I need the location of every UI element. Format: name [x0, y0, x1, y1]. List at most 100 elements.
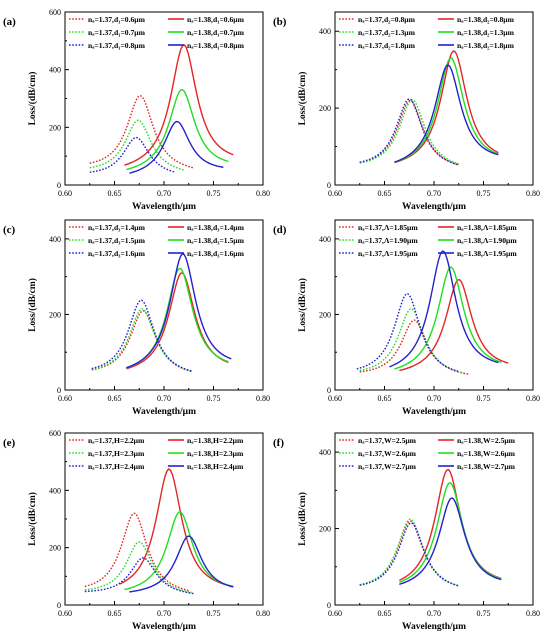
legend-entry: nₐ=1.38,H=2.4μm [187, 462, 244, 471]
panel-e: 0.60 0.65 0.70 0.75 0.80 0 200 400 600 Wavelength… [3, 429, 270, 632]
plot-frame [334, 219, 534, 391]
x-tick-label: 0.80 [256, 609, 270, 618]
y-axis-label: Loss/(dB/cm) [297, 72, 308, 126]
panel-label: (b) [273, 16, 287, 28]
series-line [89, 119, 184, 171]
y-tick-label: 400 [319, 27, 331, 36]
series-line [359, 98, 459, 166]
x-tick-label: 0.70 [427, 609, 441, 618]
y-tick-label: 200 [319, 525, 331, 534]
plot-frame [64, 219, 264, 391]
legend-entry: nₐ=1.37,H=2.2μm [88, 436, 145, 445]
y-tick-label: 0 [327, 386, 331, 395]
x-tick-label: 0.65 [378, 394, 392, 403]
plot-frame [64, 432, 264, 606]
y-tick-label: 600 [49, 8, 61, 17]
legend-entry: nₐ=1.38,H=2.2μm [187, 436, 244, 445]
series-line [359, 99, 459, 165]
legend-entry: nₐ=1.37,Λ=1.85μm [358, 223, 418, 232]
legend-entry: nₐ=1.37,W=2.6μm [358, 449, 417, 458]
plot-frame [334, 11, 534, 186]
y-axis-label: Loss/(dB/cm) [27, 72, 38, 126]
series-line [126, 88, 229, 171]
legend-entry: nₐ=1.38,d₃=1.6μm [187, 249, 245, 258]
legend-entry: nₐ=1.38,W=2.7μm [457, 462, 516, 471]
series-line [124, 511, 234, 591]
x-axis-label: Wavelength/μm [132, 622, 196, 632]
y-tick-label: 0 [57, 181, 61, 190]
x-tick-label: 0.60 [328, 189, 342, 198]
y-tick-label: 400 [319, 235, 331, 244]
plot-frame [64, 11, 264, 186]
y-tick-label: 600 [49, 429, 61, 438]
x-tick-label: 0.65 [108, 394, 122, 403]
legend-entry: nₐ=1.38,d₃=1.4μm [187, 223, 245, 232]
legend-entry: nₐ=1.38,Λ=1.95μm [457, 249, 517, 258]
panel-f: 0.60 0.65 0.70 0.75 0.80 0 200 400 Wavelength/μm… [273, 432, 540, 632]
x-tick-label: 0.70 [157, 394, 171, 403]
x-tick-label: 0.75 [207, 394, 221, 403]
series-line [129, 120, 224, 174]
x-tick-label: 0.70 [427, 189, 441, 198]
series-line [359, 319, 469, 375]
series-line [399, 497, 502, 585]
legend-entry: nₐ=1.37,d₃=1.6μm [88, 249, 146, 258]
x-tick-label: 0.60 [58, 394, 72, 403]
series-line [394, 64, 499, 163]
series-line [359, 522, 459, 587]
x-axis-label: Wavelength/μm [402, 407, 466, 417]
x-axis-label: Wavelength/μm [132, 202, 196, 212]
y-tick-label: 0 [57, 601, 61, 610]
legend-entry: nₐ=1.38,d₁=0.7μm [187, 28, 245, 37]
legend-entry: nₐ=1.38,W=2.6μm [457, 449, 516, 458]
x-axis-label: Wavelength/μm [402, 622, 466, 632]
legend-entry: nₐ=1.38,Λ=1.90μm [457, 236, 517, 245]
legend-entry: nₐ=1.37,d₂=1.3μm [358, 28, 416, 37]
series-line [126, 267, 229, 369]
x-tick-label: 0.75 [207, 609, 221, 618]
x-tick-label: 0.70 [157, 189, 171, 198]
panel-a: 0.60 0.65 0.70 0.75 0.80 0 200 400 600 Wavelength… [3, 8, 270, 212]
series-line [126, 272, 229, 370]
series-line [399, 481, 502, 584]
y-tick-label: 200 [49, 310, 61, 319]
y-tick-label: 0 [327, 181, 331, 190]
series-line [124, 44, 234, 166]
x-tick-label: 0.80 [256, 189, 270, 198]
x-axis-label: Wavelength/μm [132, 407, 196, 417]
series-line [359, 518, 459, 587]
x-tick-label: 0.75 [477, 609, 491, 618]
x-tick-label: 0.60 [328, 609, 342, 618]
y-tick-label: 200 [319, 104, 331, 113]
legend-entry: nₐ=1.37,d₂=1.8μm [358, 41, 416, 50]
panel-label: (a) [3, 16, 16, 28]
x-tick-label: 0.70 [157, 609, 171, 618]
series-line [129, 535, 234, 593]
legend-entry: nₐ=1.37,d₁=0.6μm [88, 15, 146, 24]
series-line [119, 468, 234, 588]
x-tick-label: 0.75 [477, 394, 491, 403]
legend-entry: nₐ=1.37,Λ=1.90μm [358, 236, 418, 245]
legend-entry: nₐ=1.37,W=2.5μm [358, 436, 417, 445]
series-line [394, 50, 499, 164]
legend-entry: nₐ=1.38,W=2.5μm [457, 436, 516, 445]
x-tick-label: 0.65 [378, 189, 392, 198]
legend-entry: nₐ=1.37,W=2.7μm [358, 462, 417, 471]
y-tick-label: 200 [319, 310, 331, 319]
legend-entry: nₐ=1.37,H=2.4μm [88, 462, 145, 471]
y-tick-label: 200 [49, 123, 61, 132]
series-line [359, 308, 464, 374]
legend-entry: nₐ=1.37,d₃=1.4μm [88, 223, 146, 232]
panel-label: (d) [273, 224, 287, 236]
y-tick-label: 0 [57, 386, 61, 395]
legend-entry: nₐ=1.38,d₂=1.8μm [457, 41, 515, 50]
y-tick-label: 400 [319, 448, 331, 457]
series-line [91, 299, 192, 372]
panel-c: 0.60 0.65 0.70 0.75 0.80 0 200 400 Wavelength/μm… [3, 219, 270, 417]
x-tick-label: 0.60 [58, 609, 72, 618]
panel-b: 0.60 0.65 0.70 0.75 0.80 0 200 400 Wavelength/μm… [273, 11, 540, 212]
x-tick-label: 0.65 [108, 609, 122, 618]
legend-entry: nₐ=1.38,d₁=0.8μm [187, 41, 245, 50]
series-line [359, 520, 459, 587]
legend-entry: nₐ=1.37,Λ=1.95μm [358, 249, 418, 258]
